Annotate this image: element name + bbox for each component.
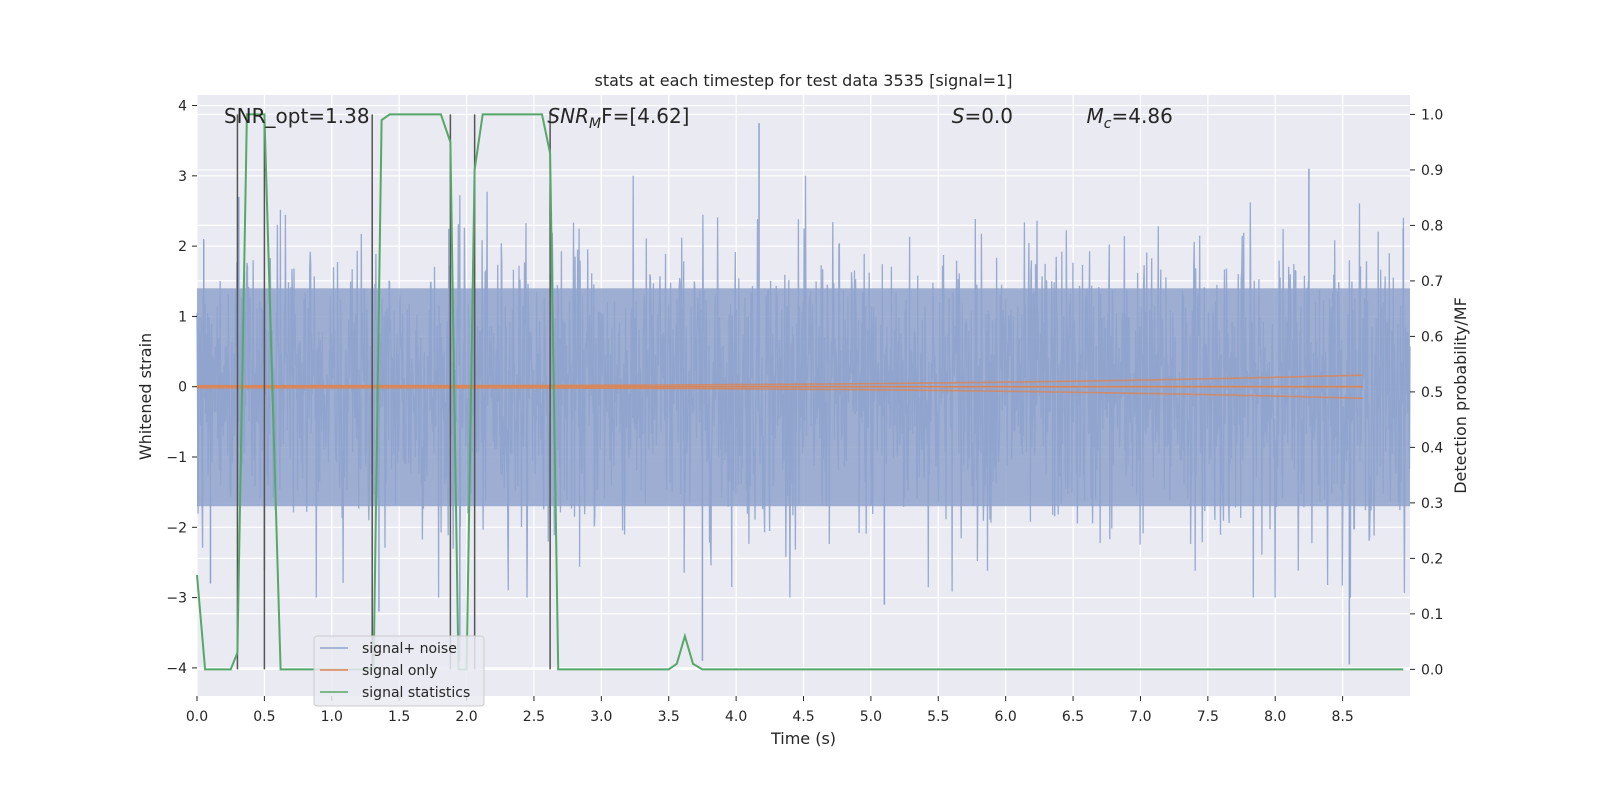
annotation-2: S=0.0 [952,104,1013,128]
y-right-tick-label: 0.1 [1421,607,1443,623]
x-tick-label: 7.0 [1129,709,1151,725]
y-left-tick-label: 1 [178,309,187,325]
y-right-tick-label: 0.9 [1421,163,1443,179]
y-left-tick-label: −2 [166,520,187,536]
x-tick-label: 6.5 [1062,709,1084,725]
legend: signal+ noise signal only signal statist… [313,635,485,707]
signal-only-series [197,374,1363,400]
y-left-tick-label: 2 [178,239,187,255]
x-axis-label: Time (s) [770,729,836,748]
legend-label-signal-statistics: signal statistics [362,685,470,701]
legend-label-signal-noise: signal+ noise [362,641,457,657]
x-tick-label: 1.5 [388,709,410,725]
x-tick-label: 4.0 [725,709,747,725]
signal-only-lower [197,387,1363,400]
x-tick-label: 2.0 [455,709,477,725]
annotation-0: SNR_opt=1.38 [224,104,370,128]
x-tick-label: 5.5 [927,709,949,725]
y-axis-label-right: Detection probability/MF [1451,297,1470,494]
x-tick-label: 0.0 [186,709,208,725]
chart-title: stats at each timestep for test data 353… [594,71,1012,90]
y-right-tick-label: 0.8 [1421,218,1443,234]
x-tick-label: 0.5 [253,709,275,725]
y-axis-label-left: Whitened strain [136,333,155,460]
y-right-tick-label: 0.3 [1421,496,1443,512]
y-left-tick-label: −1 [166,450,187,466]
y-left-tick-label: −3 [166,591,187,607]
y-right-tick-label: 0.2 [1421,551,1443,567]
x-tick-label: 3.0 [590,709,612,725]
signal-statistics-line [196,113,1404,671]
annotations: SNR_opt=1.38 SNRMF=[4.62] S=0.0 Mc=4.86 [224,104,1173,132]
x-tick-label: 6.0 [995,709,1017,725]
signal-only-upper [197,374,1363,387]
legend-label-signal-only: signal only [362,663,437,679]
signal-noise-series [196,123,1411,665]
y-left-tick-label: 0 [178,380,187,396]
y-right-tick-label: 0.5 [1421,385,1443,401]
x-tick-label: 8.5 [1331,709,1353,725]
x-tick-label: 2.5 [523,709,545,725]
legend-box [313,635,485,707]
y-left-tick-label: 4 [178,99,187,115]
x-tick-label: 5.0 [860,709,882,725]
x-tick-label: 3.5 [658,709,680,725]
x-tick-label: 4.5 [792,709,814,725]
x-tick-label: 1.0 [321,709,343,725]
signal-noise-core [197,288,1410,507]
y-right-tick-label: 0.7 [1421,274,1443,290]
y-left-tick-label: 3 [178,169,187,185]
x-tick-label: 8.0 [1264,709,1286,725]
y-right-tick-label: 1.0 [1421,107,1443,123]
annotation-1: SNRMF=[4.62] [547,104,689,132]
y-left-tick-label: −4 [166,661,187,677]
y-right-tick-label: 0.0 [1421,662,1443,678]
annotation-3: Mc=4.86 [1087,104,1173,132]
signal-statistics-series [196,113,1404,671]
axes: 0.0 0.5 1.0 1.5 2.0 2.5 3.0 3.5 4.0 4.5 5.0 5.5 6.0 6… [166,99,1443,725]
x-tick-label: 7.5 [1197,709,1219,725]
y-right-tick-label: 0.6 [1421,329,1443,345]
y-right-tick-label: 0.4 [1421,440,1443,456]
